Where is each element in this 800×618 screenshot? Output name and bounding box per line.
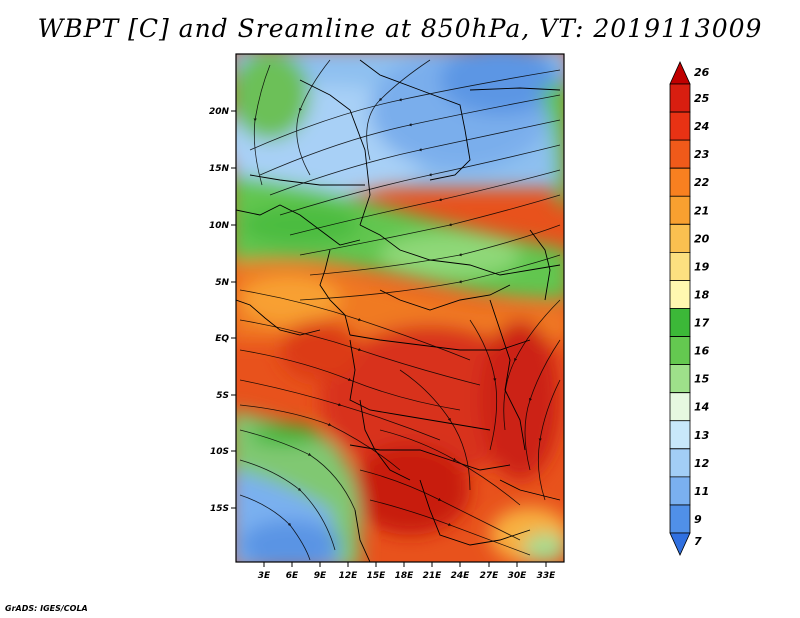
colorbar-label: 15 [694,373,710,386]
colorbar-segment [669,251,691,281]
colorbar-label: 22 [694,176,710,189]
colorbar-segment [669,167,691,197]
colorbar-label: 24 [694,120,709,133]
colorbar-label: 13 [694,429,710,442]
colorbar-segment [669,336,691,366]
colorbar-label: 11 [694,485,709,498]
colorbar-segment [669,420,691,450]
colorbar-label: 18 [694,288,710,301]
lat-label-5n: 5N [215,278,229,288]
latitude-axis: 20N 15N 10N 5N EQ 5S 10S 15S [209,107,236,514]
colorbar-label: 9 [694,513,702,526]
longitude-axis: 3E 6E 9E 12E 15E 18E 21E 24E 27E 30E 33E [258,562,556,581]
lon-label-18e: 18E [395,571,415,581]
colorbar-segment [669,308,691,337]
colorbar: 26 25 24 23 22 21 20 19 18 17 16 15 14 13 12 11 9 7 [669,61,710,556]
colorbar-segment [669,448,691,478]
colorbar-segment [669,504,691,534]
lon-label-30e: 30E [508,571,528,581]
colorbar-segment [669,476,691,506]
map-frame [235,53,565,563]
lon-label-9e: 9E [314,571,327,581]
lon-label-15e: 15E [367,571,387,581]
lat-label-10n: 10N [209,221,230,231]
grads-credit: GrADS: IGES/COLA [5,604,88,613]
colorbar-segment [669,195,691,225]
colorbar-segment [669,83,691,113]
lon-label-33e: 33E [537,571,557,581]
colorbar-label: 7 [694,535,702,548]
lon-label-12e: 12E [339,571,359,581]
lat-label-15n: 15N [209,164,230,174]
colorbar-segment [669,532,691,556]
colorbar-label: 12 [694,457,710,470]
lat-label-15s: 15S [210,504,229,514]
colorbar-label: 23 [694,148,710,161]
colorbar-segment [669,364,691,394]
lon-label-6e: 6E [286,571,299,581]
colorbar-label: 19 [694,260,710,273]
map-title: WBPT [C] and Sreamline at 850hPa, VT: 20… [37,14,763,43]
lat-label-eq: EQ [215,334,229,344]
colorbar-label: 21 [694,204,709,217]
colorbar-segment [669,280,691,309]
lon-label-21e: 21E [423,571,443,581]
lat-label-5s: 5S [216,391,229,401]
colorbar-label: 26 [694,66,710,79]
colorbar-label: 17 [694,317,710,330]
colorbar-segment [669,392,691,422]
colorbar-segment [669,223,691,253]
map-plot-area [236,54,564,562]
colorbar-label: 16 [694,345,710,358]
lat-label-10s: 10S [210,447,229,457]
lon-label-27e: 27E [480,571,500,581]
lat-label-20n: 20N [209,107,230,117]
lon-label-24e: 24E [451,571,471,581]
colorbar-segment [669,61,691,85]
colorbar-label: 25 [694,92,710,105]
lon-label-3e: 3E [258,571,271,581]
colorbar-label: 20 [694,232,710,245]
colorbar-segment [669,139,691,169]
colorbar-segment [669,111,691,141]
colorbar-label: 14 [694,401,709,414]
